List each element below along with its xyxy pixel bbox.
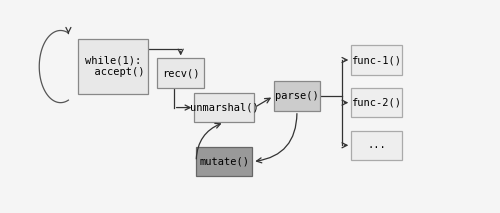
Text: ...: ... xyxy=(367,140,386,150)
FancyBboxPatch shape xyxy=(194,93,254,122)
Text: recv(): recv() xyxy=(162,68,200,78)
Text: mutate(): mutate() xyxy=(200,157,250,167)
FancyBboxPatch shape xyxy=(158,58,204,88)
Text: while(1):
  accept(): while(1): accept() xyxy=(82,56,144,77)
Text: func-1(): func-1() xyxy=(352,55,402,65)
FancyBboxPatch shape xyxy=(351,131,402,160)
FancyBboxPatch shape xyxy=(351,45,402,75)
Text: unmarshal(): unmarshal() xyxy=(190,103,258,112)
Text: func-2(): func-2() xyxy=(352,98,402,108)
FancyBboxPatch shape xyxy=(274,81,320,111)
FancyBboxPatch shape xyxy=(351,88,402,117)
FancyBboxPatch shape xyxy=(78,39,148,94)
FancyBboxPatch shape xyxy=(196,147,252,176)
Text: parse(): parse() xyxy=(275,91,319,101)
